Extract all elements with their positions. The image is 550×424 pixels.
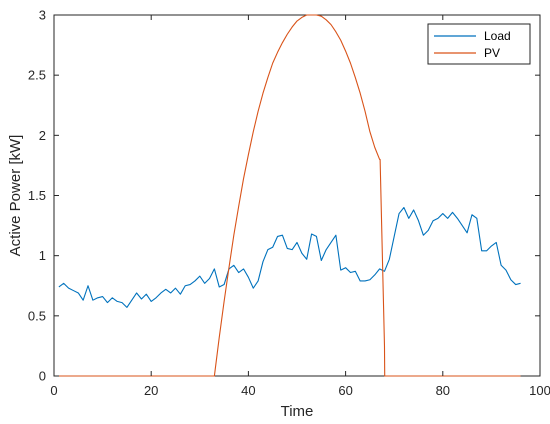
y-axis-label: Active Power [kW]	[7, 135, 24, 257]
tick-layer: 0 20 40 60 80 100 0 0.5 1 1.5 2 2.5 3	[28, 8, 550, 399]
y-tick-label: 1	[39, 248, 46, 263]
x-tick-label: 40	[241, 383, 255, 398]
series-layer	[54, 14, 521, 377]
plot-area	[53, 14, 541, 377]
x-tick-label: 20	[144, 383, 158, 398]
x-tick-label: 80	[436, 383, 450, 398]
x-tick-label: 60	[338, 383, 352, 398]
x-tick-label: 100	[529, 383, 550, 398]
y-tick-label: 2	[39, 128, 46, 143]
y-tick-label: 2.5	[28, 68, 46, 83]
series-line-pv	[54, 14, 521, 377]
legend-box	[427, 23, 531, 65]
legend-label-load: Load	[484, 29, 511, 43]
y-tick-label: 0.5	[28, 308, 46, 323]
y-tick-label: 1.5	[28, 188, 46, 203]
legend-label-pv: PV	[484, 46, 500, 60]
y-tick-label: 3	[39, 8, 46, 23]
y-tick-label: 0	[39, 369, 46, 384]
x-axis-label: Time	[281, 403, 314, 420]
series-line-load	[58, 206, 521, 308]
legend: Load PV	[427, 23, 531, 65]
x-tick-label: 0	[50, 383, 57, 398]
